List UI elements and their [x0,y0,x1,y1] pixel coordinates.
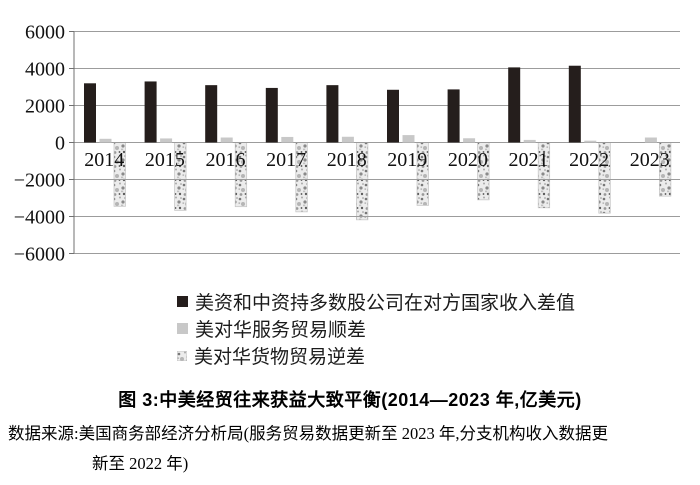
figure-caption: 图 3:中美经贸往来获益大致平衡(2014—2023 年,亿美元) [118,390,582,410]
svg-text:−6000: −6000 [14,244,65,266]
svg-text:−2000: −2000 [14,170,65,192]
legend-item-income-diff: 美资和中资持多数股公司在对方国家收入差值 [177,288,700,315]
gray-square-swatch [177,323,188,334]
svg-text:−4000: −4000 [14,207,65,229]
svg-text:2017: 2017 [266,149,306,171]
legend-label: 美对华服务贸易顺差 [195,320,367,341]
legend-label: 美对华货物贸易逆差 [194,347,366,368]
svg-text:2023: 2023 [630,149,670,171]
svg-text:2020: 2020 [448,149,488,171]
svg-text:0: 0 [55,133,65,155]
svg-text:2000: 2000 [25,96,65,118]
legend-item-goods-deficit: 美对华货物贸易逆差 [177,342,700,369]
axis-labels: 6000 4000 2000 0 −2000 −4000 −6000 2014 2015 2016… [14,22,670,266]
svg-text:2019: 2019 [387,149,427,171]
svg-text:2022: 2022 [569,149,609,171]
source-line-1: 数据来源:美国商务部经济分析局(服务贸易数据更新至 2023 年,分支机构收入数… [8,424,608,443]
svg-text:2015: 2015 [145,149,185,171]
svg-text:4000: 4000 [25,59,65,81]
svg-text:2018: 2018 [327,149,367,171]
svg-text:2021: 2021 [509,149,549,171]
legend-label: 美资和中资持多数股公司在对方国家收入差值 [195,293,576,314]
legend-item-services-surplus: 美对华服务贸易顺差 [177,315,700,342]
black-square-swatch [177,296,188,307]
svg-text:2016: 2016 [206,149,246,171]
chart-legend: 美资和中资持多数股公司在对方国家收入差值 美对华服务贸易顺差 美对华货物贸易逆差 [177,288,700,369]
bar-chart: 6000 4000 2000 0 −2000 −4000 −6000 2014 2015 2016… [14,22,680,266]
svg-text:2014: 2014 [84,149,124,171]
speckled-square-swatch [177,350,187,361]
svg-text:6000: 6000 [25,22,65,44]
source-line-2: 新至 2022 年) [92,454,189,473]
income-and-services-bars [84,65,657,143]
figure-source: 数据来源:美国商务部经济分析局(服务贸易数据更新至 2023 年,分支机构收入数… [0,419,700,479]
